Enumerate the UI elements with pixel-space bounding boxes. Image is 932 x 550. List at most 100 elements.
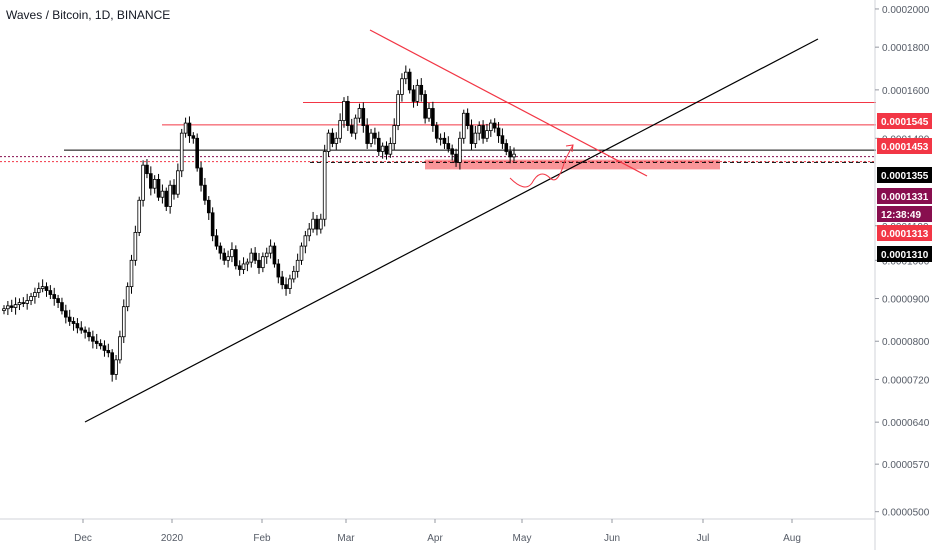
candle-body	[342, 100, 346, 122]
candle-body	[56, 298, 60, 303]
candle-body	[442, 137, 447, 144]
candle-body	[234, 249, 238, 267]
candle-body	[206, 199, 211, 214]
candle-body	[210, 212, 215, 237]
x-tick-label: Apr	[427, 533, 443, 544]
price-label-text: 0.0001331	[881, 192, 929, 203]
candle-body	[149, 173, 153, 189]
x-tick-label: Jun	[604, 533, 620, 544]
price-label-box	[877, 246, 932, 262]
candle-body	[91, 336, 95, 342]
candle-body	[156, 178, 161, 198]
candles-layer	[2, 65, 516, 382]
candle-body	[361, 108, 366, 126]
candle-body	[512, 153, 516, 158]
overlay-layer	[509, 144, 574, 188]
candle-body	[222, 252, 227, 261]
candle-body	[264, 252, 269, 258]
candle-body	[83, 329, 87, 333]
candle-body	[9, 305, 14, 308]
x-tick-label: Aug	[783, 533, 801, 544]
candle-body	[36, 288, 41, 293]
candle-body	[411, 89, 416, 102]
y-tick-label: 0.0001600	[882, 86, 930, 97]
candle-body	[357, 108, 362, 119]
candle-body	[129, 259, 134, 288]
candle-body	[373, 132, 377, 139]
candle-body	[477, 125, 482, 134]
candle-body	[434, 125, 439, 139]
candle-body	[164, 190, 169, 207]
candle-body	[346, 100, 350, 126]
candle-body	[67, 316, 72, 322]
candle-body	[419, 84, 424, 95]
x-tick-label: May	[513, 533, 532, 544]
candle-body	[160, 190, 165, 198]
candle-body	[40, 286, 45, 289]
candle-body	[121, 306, 126, 338]
y-tick-label: 0.0000570	[882, 460, 930, 471]
candle-body	[284, 284, 288, 289]
candle-body	[199, 167, 203, 186]
candle-body	[176, 170, 180, 195]
candle-body	[291, 270, 296, 280]
candle-body	[303, 235, 308, 247]
price-label-text: 0.0001355	[881, 171, 929, 182]
candle-body	[392, 125, 397, 144]
candle-body	[319, 218, 323, 230]
price-label-box	[877, 188, 932, 204]
projection-arrow	[509, 144, 574, 188]
candle-body	[21, 302, 26, 304]
candle-body	[218, 245, 223, 254]
candle-body	[268, 245, 273, 254]
candle-body	[44, 286, 49, 291]
candle-body	[311, 218, 315, 230]
candle-body	[330, 132, 335, 144]
candle-body	[454, 153, 458, 163]
candle-body	[353, 117, 358, 134]
price-label-text: 0.0001453	[881, 142, 929, 153]
candle-body	[257, 259, 261, 269]
candle-body	[461, 112, 466, 139]
candle-body	[334, 137, 339, 144]
candle-body	[13, 304, 18, 308]
candle-body	[276, 263, 281, 278]
candle-body	[60, 302, 64, 312]
candle-body	[465, 112, 470, 126]
candle-body	[152, 178, 157, 189]
y-tick-label: 0.0000900	[882, 295, 930, 306]
candle-body	[118, 336, 122, 361]
drawings-layer	[0, 29, 876, 423]
candle-body	[87, 331, 91, 338]
candle-body	[469, 125, 474, 144]
candle-body	[288, 278, 292, 289]
x-tick-label: Jul	[697, 533, 710, 544]
y-tick-label: 0.0000640	[882, 418, 930, 429]
ascending-trendline	[84, 38, 819, 423]
candle-body	[191, 135, 196, 139]
price-label-text: 12:38:49	[881, 210, 921, 221]
candle-body	[369, 132, 373, 144]
candle-body	[496, 127, 501, 137]
candle-body	[380, 145, 385, 152]
candle-body	[203, 184, 207, 201]
candle-body	[473, 132, 478, 144]
candle-body	[145, 164, 149, 175]
price-label-box	[877, 113, 932, 129]
candle-body	[253, 252, 257, 261]
price-label-text: 0.0001313	[881, 229, 929, 240]
x-tick-label: Mar	[337, 533, 355, 544]
candle-body	[423, 94, 427, 119]
candle-body	[446, 143, 451, 150]
candle-body	[17, 302, 22, 306]
y-tick-label: 0.0000500	[882, 508, 930, 519]
candle-body	[407, 71, 412, 91]
candle-body	[125, 286, 130, 308]
y-tick-label: 0.0000720	[882, 375, 930, 386]
x-tick-label: 2020	[161, 533, 184, 544]
candle-body	[75, 323, 80, 329]
candle-body	[481, 125, 485, 139]
candle-body	[237, 265, 242, 270]
candle-body	[133, 232, 138, 261]
